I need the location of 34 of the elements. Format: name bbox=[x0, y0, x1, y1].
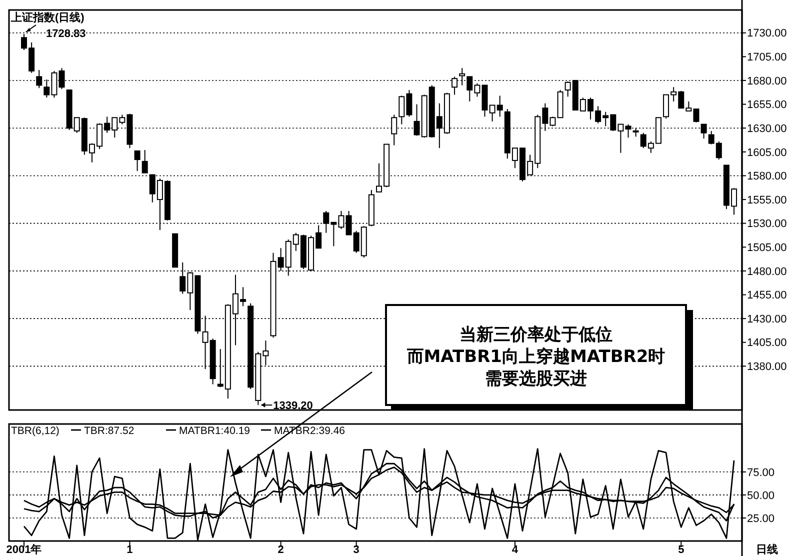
y-tick-label: 1605.00 bbox=[747, 146, 787, 159]
chart-title: 上证指数(日线) bbox=[10, 11, 85, 24]
y-tick-label: 25.00 bbox=[747, 512, 775, 525]
annotation: 1339.20 bbox=[273, 400, 313, 412]
y-tick-label: 1655.00 bbox=[747, 99, 787, 112]
x-tick-label: 3 bbox=[353, 544, 360, 556]
y-tick-label: 1730.00 bbox=[747, 28, 787, 40]
y-tick-label: 1505.00 bbox=[747, 242, 787, 254]
y-tick-label: 50.00 bbox=[747, 490, 775, 502]
legend-label: MATBR1:40.19 bbox=[179, 425, 250, 437]
legend-label: TBR:87.52 bbox=[84, 425, 134, 437]
x-tick-label: 4 bbox=[512, 544, 519, 556]
y-tick-label: 1405.00 bbox=[747, 337, 787, 350]
y-tick-label: 1555.00 bbox=[747, 194, 787, 206]
y-tick-label: 1455.00 bbox=[747, 290, 787, 302]
y-tick-label: 1430.00 bbox=[747, 313, 787, 326]
text: 日线 bbox=[756, 543, 778, 556]
x-tick-label: 2001年 bbox=[6, 543, 42, 556]
y-tick-label: 1630.00 bbox=[747, 122, 787, 135]
y-tick-label: 1480.00 bbox=[747, 266, 787, 278]
x-tick-label: 1 bbox=[126, 544, 133, 556]
y-tick-label: 1580.00 bbox=[747, 170, 787, 183]
annotation: 而MATBR1向上穿越MATBR2时 bbox=[406, 347, 666, 367]
annotation: 需要选股买进 bbox=[485, 369, 587, 389]
x-tick-label: 5 bbox=[678, 544, 684, 556]
y-tick-label: 1530.00 bbox=[747, 218, 787, 230]
chart-title: TBR(6,12) bbox=[11, 425, 60, 437]
y-tick-label: 1380.00 bbox=[747, 361, 787, 374]
y-tick-label: 75.00 bbox=[747, 466, 775, 479]
y-tick-label: 1705.00 bbox=[747, 52, 787, 64]
annotation: 1728.83 bbox=[46, 28, 86, 40]
x-tick-label: 2 bbox=[278, 544, 284, 556]
y-tick-label: 1680.00 bbox=[747, 75, 787, 88]
annotation: 当新三价率处于低位 bbox=[460, 325, 612, 345]
